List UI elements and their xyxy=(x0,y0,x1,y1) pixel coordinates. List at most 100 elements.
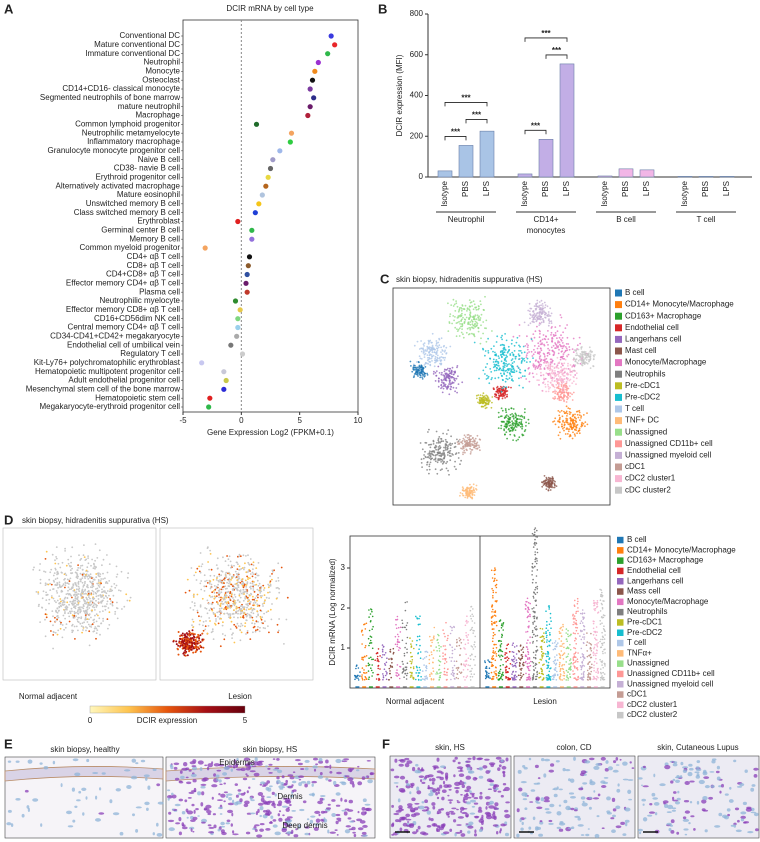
cell-dot xyxy=(222,625,224,627)
cell-dot xyxy=(558,367,560,369)
cell-dot xyxy=(550,358,552,360)
cell-dot xyxy=(225,606,227,608)
cell-dot xyxy=(453,670,455,672)
cell-dot xyxy=(422,373,424,375)
cell-dot xyxy=(268,632,270,634)
cell-dot xyxy=(462,453,464,455)
cell-dot xyxy=(243,600,245,602)
cell-dot xyxy=(512,362,514,364)
significance-label: *** xyxy=(472,111,482,120)
cell-dot xyxy=(73,615,75,617)
cell-dot xyxy=(426,668,428,670)
cell-dot xyxy=(413,668,415,670)
cell-dot xyxy=(449,455,451,457)
cell-dot xyxy=(500,394,502,396)
cell-dot xyxy=(216,577,218,579)
cell-dot xyxy=(479,300,481,302)
cell-dot xyxy=(436,343,438,345)
cell-dot xyxy=(514,435,516,437)
cell-dot xyxy=(495,592,497,594)
cell-dot xyxy=(102,610,104,612)
panel-letter: B xyxy=(378,1,387,16)
cell-dot xyxy=(197,635,199,637)
cell-dot xyxy=(559,418,561,420)
y-tick-label: 200 xyxy=(410,131,424,140)
y-tick-label: 3 xyxy=(341,563,346,572)
cell-dot xyxy=(185,655,187,657)
cell-dot xyxy=(110,590,112,592)
cell-dot xyxy=(404,647,406,649)
cell-dot xyxy=(571,382,573,384)
row-label: Kit-Ly76+ polychromatophilic erythroblas… xyxy=(34,358,181,367)
cell-dot xyxy=(240,597,242,599)
cell-dot xyxy=(368,657,370,659)
cell-dot xyxy=(437,360,439,362)
cell-dot xyxy=(540,366,542,368)
cell-dot xyxy=(503,347,505,349)
cell-dot xyxy=(228,596,230,598)
cell-dot xyxy=(563,368,565,370)
cell-dot xyxy=(447,448,449,450)
cell-dot xyxy=(518,415,520,417)
cell-dot xyxy=(454,649,456,651)
cell-dot xyxy=(433,443,435,445)
cell-dot xyxy=(584,425,586,427)
cell-dot xyxy=(431,451,433,453)
cell-dot xyxy=(462,452,464,454)
cell-dot xyxy=(449,370,451,372)
cell-dot xyxy=(461,642,463,644)
cell-dot xyxy=(372,648,374,650)
cell-dot xyxy=(439,358,441,360)
cell-dot xyxy=(471,486,473,488)
cell-dot xyxy=(258,562,260,564)
cell-dot xyxy=(98,585,100,587)
cell-dot xyxy=(445,622,447,624)
cell-dot xyxy=(462,493,464,495)
cell-dot xyxy=(472,323,474,325)
bar-category-label: PBS xyxy=(541,181,550,197)
cell-dot xyxy=(403,669,405,671)
cell-dot xyxy=(511,352,513,354)
cell-dot xyxy=(393,648,395,650)
cell-dot xyxy=(557,421,559,423)
cell-dot xyxy=(460,320,462,322)
cell-dot xyxy=(355,676,357,678)
cell-dot xyxy=(580,363,582,365)
cell-dot xyxy=(432,333,434,335)
cell-dot xyxy=(85,610,87,612)
cell-dot xyxy=(397,644,399,646)
cell-dot xyxy=(187,646,189,648)
cell-dot xyxy=(358,679,360,681)
cell-dot xyxy=(55,569,57,571)
cell-dot xyxy=(382,649,384,651)
cell-dot xyxy=(114,611,116,613)
cell-dot xyxy=(553,420,555,422)
cell-dot xyxy=(563,353,565,355)
cell-dot xyxy=(461,328,463,330)
cell-dot xyxy=(98,598,100,600)
cell-dot xyxy=(509,374,511,376)
cell-dot xyxy=(442,629,444,631)
cell-dot xyxy=(441,372,443,374)
cell-dot xyxy=(377,658,379,660)
cell-dot xyxy=(207,600,209,602)
cell-dot xyxy=(560,334,562,336)
cell-dot xyxy=(60,602,62,604)
cell-dot xyxy=(225,601,227,603)
cell-dot xyxy=(452,667,454,669)
cell-dot xyxy=(431,356,433,358)
cell-dot xyxy=(547,352,549,354)
cell-dot xyxy=(364,623,366,625)
cell-dot xyxy=(548,320,550,322)
cell-dot xyxy=(459,655,461,657)
cell-dot xyxy=(429,675,431,677)
cell-dot xyxy=(530,314,532,316)
cell-dot xyxy=(376,653,378,655)
cell-dot xyxy=(449,346,451,348)
cell-dot xyxy=(224,579,226,581)
cell-dot xyxy=(449,644,451,646)
cell-dot xyxy=(172,641,174,643)
cell-dot xyxy=(129,600,131,602)
cell-dot xyxy=(516,440,518,442)
cell-dot xyxy=(459,640,461,642)
